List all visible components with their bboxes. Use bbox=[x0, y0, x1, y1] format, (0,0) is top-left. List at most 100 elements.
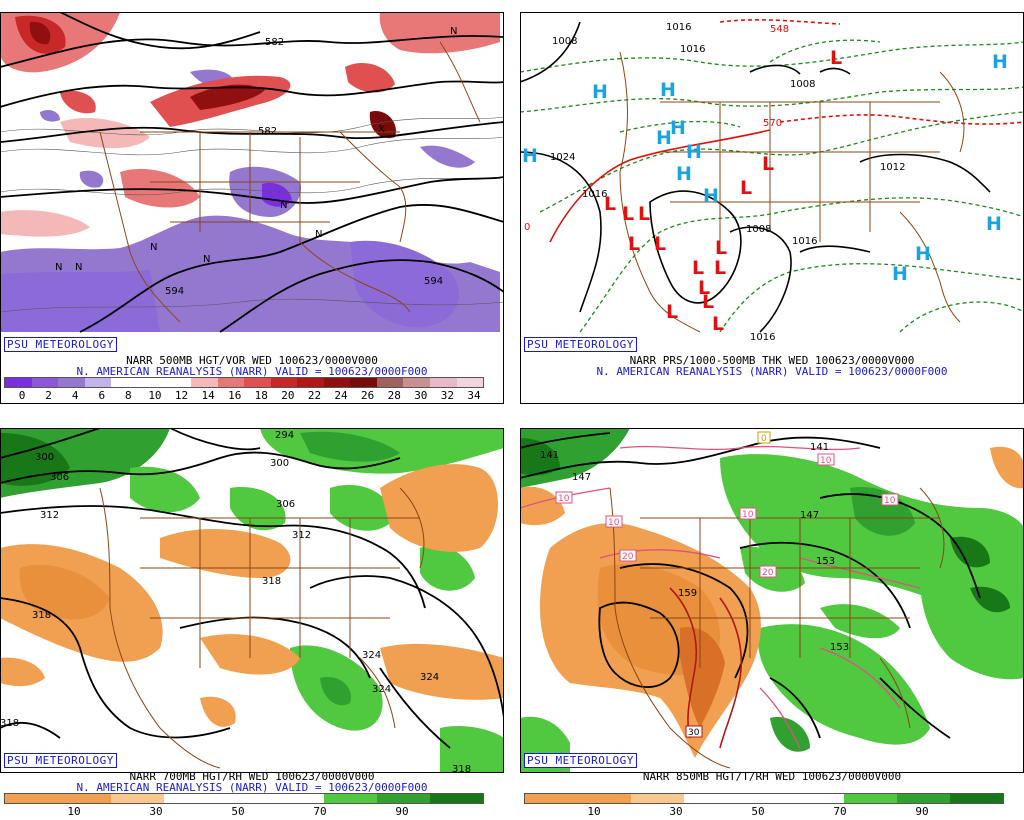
colorbar-tick-label: 16 bbox=[228, 389, 242, 402]
extrema-label: N bbox=[450, 26, 457, 37]
panel-pressure-thickness: 1008 1016 1016 1008 1024 1016 1008 1016 … bbox=[520, 12, 1024, 404]
height-label: 159 bbox=[678, 588, 697, 599]
colorbar-swatch bbox=[5, 378, 32, 387]
colorbar-swatch bbox=[430, 378, 457, 387]
isobar-label: 1016 bbox=[582, 189, 607, 200]
colorbar-swatch bbox=[843, 794, 897, 803]
colorbar-tick-label: 8 bbox=[125, 389, 132, 402]
rh700-map: 294 300 300 306 306 312 312 318 318 318 … bbox=[0, 428, 504, 775]
temperature-label: 10 bbox=[820, 456, 832, 466]
extrema-label: X bbox=[378, 124, 385, 135]
colorbar-swatch bbox=[376, 794, 430, 803]
height-label: 306 bbox=[276, 499, 295, 510]
colorbar-tick-label: 28 bbox=[387, 389, 401, 402]
low-pressure-symbol: L bbox=[638, 203, 650, 225]
height-label: 147 bbox=[800, 510, 819, 521]
rh850-map: 141 147 147 141 153 153 159 0 10 10 10 1… bbox=[520, 428, 1024, 773]
low-pressure-symbol: L bbox=[830, 47, 842, 69]
panel-caption-valid: N. AMERICAN REANALYSIS (NARR) VALID = 10… bbox=[76, 781, 428, 794]
temperature-label: 10 bbox=[884, 496, 896, 506]
thickness-label: 0 bbox=[524, 222, 530, 233]
colorbar-swatch bbox=[58, 378, 85, 387]
height-label: 306 bbox=[50, 472, 69, 483]
low-pressure-symbol: L bbox=[604, 193, 616, 215]
low-pressure-symbol: L bbox=[628, 233, 640, 255]
colorbar-tick-label: 50 bbox=[751, 805, 765, 818]
temperature-label: 0 bbox=[761, 434, 767, 444]
extrema-label: N bbox=[55, 262, 62, 273]
credit-label: PSU METEOROLOGY bbox=[4, 753, 117, 768]
height-label: 141 bbox=[810, 442, 829, 453]
colorbar-tick-label: 10 bbox=[587, 805, 601, 818]
colorbar-tick-label: 10 bbox=[148, 389, 162, 402]
colorbar-swatch bbox=[949, 794, 1003, 803]
colorbar-ticks: 10 30 50 70 90 bbox=[520, 805, 1024, 818]
colorbar-tick-label: 32 bbox=[440, 389, 455, 402]
colorbar-swatch bbox=[58, 794, 112, 803]
height-label: 318 bbox=[32, 610, 51, 621]
colorbar-tick-label: 30 bbox=[149, 805, 163, 818]
panel-caption-valid: N. AMERICAN REANALYSIS (NARR) VALID = 10… bbox=[76, 365, 428, 378]
panel-caption: NARR 850MB HGT/T/RH WED 100623/0000V000 bbox=[642, 770, 902, 783]
isobar-label: 1008 bbox=[790, 79, 815, 90]
low-pressure-symbol: L bbox=[654, 233, 666, 255]
extrema-label: N bbox=[150, 242, 157, 253]
colorbar-swatch bbox=[350, 378, 377, 387]
colorbar-swatch bbox=[84, 378, 112, 387]
height-label: 294 bbox=[275, 430, 294, 441]
low-pressure-symbol: L bbox=[692, 257, 704, 279]
temperature-label: 10 bbox=[558, 494, 570, 504]
isobar-label: 1008 bbox=[552, 36, 577, 47]
colorbar-tick-label: 26 bbox=[361, 389, 375, 402]
low-pressure-symbol: L bbox=[715, 237, 727, 259]
colorbar-swatch bbox=[111, 378, 138, 387]
height-label: 312 bbox=[292, 530, 311, 541]
colorbar bbox=[524, 793, 1004, 804]
panel-700mb-rh: 294 300 300 306 306 312 312 318 318 318 … bbox=[0, 428, 504, 820]
height-label: 312 bbox=[40, 510, 59, 521]
isobar-label: 1016 bbox=[792, 236, 817, 247]
colorbar-tick-label: 2 bbox=[45, 389, 52, 402]
height-label: 318 bbox=[452, 764, 471, 775]
low-pressure-symbol: L bbox=[622, 203, 634, 225]
height-label: 594 bbox=[424, 276, 443, 287]
low-pressure-symbol: L bbox=[666, 301, 678, 323]
isobar-label: 1008 bbox=[746, 224, 771, 235]
colorbar-swatch bbox=[403, 378, 430, 387]
colorbar-swatch bbox=[5, 794, 59, 803]
colorbar-tick-label: 70 bbox=[313, 805, 327, 818]
colorbar-swatch bbox=[270, 378, 298, 387]
high-pressure-symbol: H bbox=[992, 51, 1008, 73]
panel-850mb-temp-rh: 141 147 147 141 153 153 159 0 10 10 10 1… bbox=[520, 428, 1024, 820]
temperature-label: 10 bbox=[742, 510, 754, 520]
colorbar-swatch bbox=[737, 794, 791, 803]
colorbar-swatch bbox=[190, 378, 218, 387]
colorbar-tick-label: 90 bbox=[915, 805, 929, 818]
height-label: 324 bbox=[362, 650, 381, 661]
low-pressure-symbol: L bbox=[712, 313, 724, 335]
height-label: 324 bbox=[420, 672, 439, 683]
colorbar-tick-label: 12 bbox=[174, 389, 189, 402]
colorbar-swatch bbox=[217, 794, 271, 803]
temperature-label: 10 bbox=[608, 518, 620, 528]
colorbar-swatch bbox=[164, 378, 191, 387]
panel-500mb-vorticity: 582 582 594 594 N N N N N N N X PSU METE… bbox=[0, 12, 504, 404]
isobar-label: 1024 bbox=[550, 152, 575, 163]
colorbar-swatch bbox=[323, 794, 377, 803]
low-pressure-symbol: L bbox=[740, 177, 752, 199]
height-label: 324 bbox=[372, 684, 391, 695]
low-pressure-symbol: L bbox=[702, 291, 714, 313]
height-label: 153 bbox=[816, 556, 835, 567]
low-pressure-symbol: L bbox=[698, 277, 710, 299]
colorbar-swatch bbox=[137, 378, 165, 387]
colorbar-tick-label: 90 bbox=[395, 805, 409, 818]
extrema-label: N bbox=[203, 254, 210, 265]
temperature-label: 20 bbox=[762, 568, 774, 578]
height-label: 141 bbox=[540, 450, 559, 461]
colorbar-swatch bbox=[429, 794, 483, 803]
colorbar-ticks: 10 30 50 70 90 bbox=[0, 805, 504, 818]
colorbar-swatch bbox=[525, 794, 579, 803]
colorbar-tick-label: 14 bbox=[201, 389, 215, 402]
panel-caption: NARR 700MB HGT/RH WED 100623/0000V000 bbox=[129, 770, 375, 783]
panel-caption: NARR PRS/1000-500MB THK WED 100623/0000V… bbox=[629, 354, 915, 367]
